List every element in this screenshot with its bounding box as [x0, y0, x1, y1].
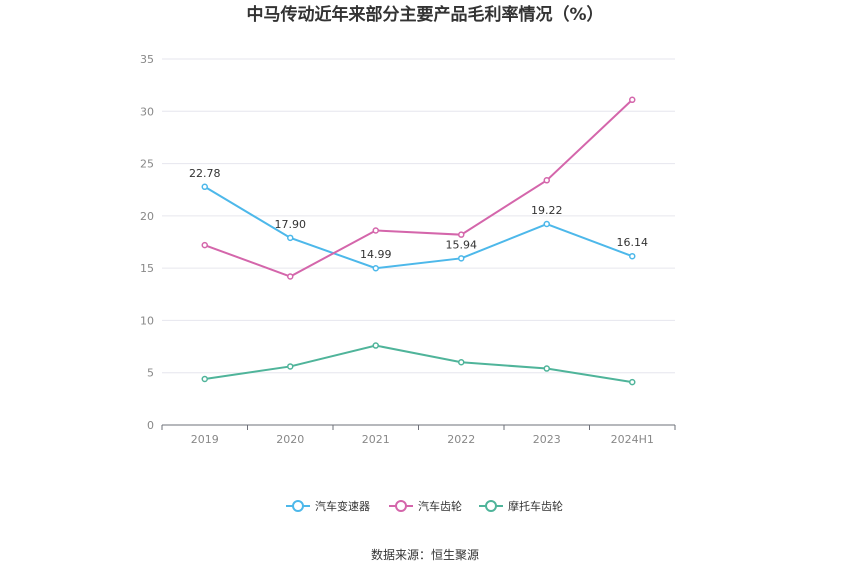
x-tick-label: 2022 [447, 433, 475, 446]
y-tick-label: 0 [147, 419, 154, 432]
data-label: 16.14 [617, 236, 649, 249]
chart-title: 中马传动近年来部分主要产品毛利率情况（%） [246, 4, 603, 25]
data-point [458, 359, 465, 366]
legend-item[interactable]: 汽车变速器 [286, 499, 370, 513]
legend-marker [485, 500, 497, 512]
data-label: 17.90 [275, 218, 307, 231]
series-line [204, 344, 633, 384]
grid-lines [162, 58, 675, 374]
data-point [543, 365, 550, 372]
legend-label: 汽车变速器 [315, 499, 370, 513]
x-tick-label: 2024H1 [611, 433, 654, 446]
data-label: 14.99 [360, 248, 392, 261]
legend-label: 摩托车齿轮 [508, 499, 563, 513]
data-point [287, 234, 294, 242]
legend-item[interactable]: 汽车齿轮 [389, 499, 462, 513]
legend-marker [395, 500, 407, 512]
x-axis: 2019 2020 2021 2022 2023 2024H1 [161, 424, 676, 446]
x-tick-label: 2023 [533, 433, 561, 446]
data-point [543, 220, 550, 228]
series-line [204, 99, 633, 278]
data-label: 15.94 [446, 238, 478, 251]
series-line [204, 185, 633, 270]
data-point [287, 273, 294, 280]
y-tick-label: 15 [140, 262, 154, 275]
y-axis: 0 5 10 15 20 25 30 35 [140, 53, 154, 432]
source-note: 数据来源：恒生聚源 [371, 547, 479, 562]
x-tick-label: 2019 [191, 433, 219, 446]
data-point [372, 342, 379, 349]
y-tick-label: 30 [140, 105, 154, 118]
data-point [629, 378, 636, 386]
x-tick-label: 2020 [276, 433, 304, 446]
data-point [629, 252, 636, 260]
y-tick-label: 10 [140, 314, 154, 327]
series-lines: 22.78 17.90 14.99 15.94 19.22 16.14 [189, 96, 649, 386]
x-tick-label: 2021 [362, 433, 390, 446]
legend[interactable]: 汽车变速器 汽车齿轮 摩托车齿轮 [286, 499, 563, 513]
data-point [543, 177, 550, 184]
data-point [458, 231, 465, 238]
y-tick-label: 20 [140, 210, 154, 223]
legend-item[interactable]: 摩托车齿轮 [479, 499, 563, 513]
data-label: 19.22 [531, 204, 563, 217]
legend-label: 汽车齿轮 [418, 499, 462, 513]
y-tick-label: 35 [140, 53, 154, 66]
legend-marker [292, 500, 304, 512]
data-point [372, 227, 379, 234]
y-tick-label: 5 [147, 367, 154, 380]
data-point [287, 363, 294, 370]
data-point [201, 241, 208, 249]
data-label: 22.78 [189, 167, 221, 180]
data-point [201, 375, 208, 383]
data-point [372, 264, 379, 272]
data-point [201, 183, 208, 191]
data-point [458, 255, 465, 262]
data-point [629, 96, 636, 104]
y-tick-label: 25 [140, 158, 154, 171]
